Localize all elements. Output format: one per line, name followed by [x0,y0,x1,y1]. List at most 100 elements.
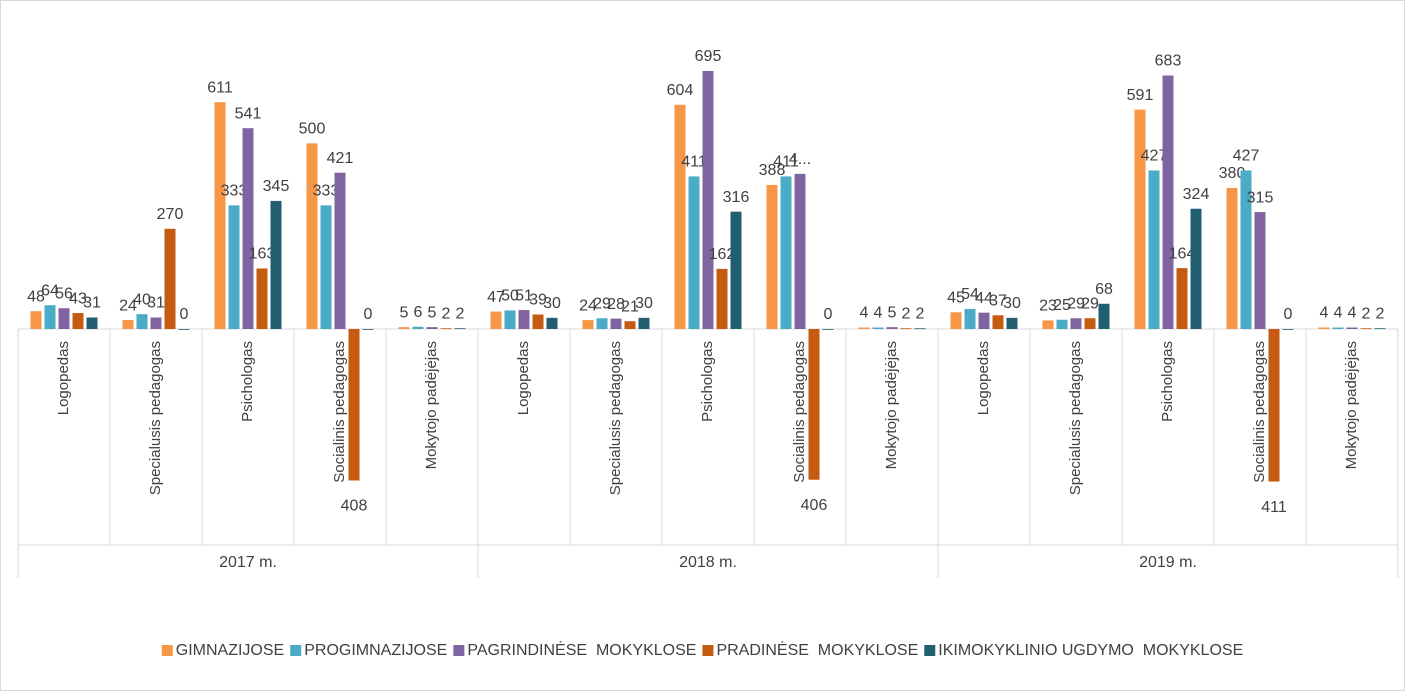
data-label: 380 [1219,165,1246,182]
data-label: 411 [1261,499,1287,516]
bar [214,102,226,329]
data-label: 270 [157,206,184,223]
bar [1176,268,1188,329]
bar [1240,170,1252,329]
bar [1282,329,1294,330]
data-label: 0 [824,306,833,323]
data-label: 23 [1039,298,1057,315]
bar [702,71,714,329]
data-label: 24 [119,297,137,314]
bar [1134,109,1146,329]
data-label: 54 [961,286,979,303]
bar [86,317,98,329]
bar [178,329,190,330]
x-tick-label: Socialinis pedagogas [1251,341,1268,483]
data-label: 64 [41,282,59,299]
bar [546,317,558,329]
bar [1006,317,1018,329]
bar [1070,318,1082,329]
bar [794,173,806,329]
legend-swatch [702,645,714,656]
data-label: 31 [83,295,101,312]
data-label: 68 [1095,281,1113,298]
x-tick-label: Specialusis pedagogas [1067,341,1084,495]
data-label: 2 [442,305,451,322]
bar [716,268,728,329]
x-tick-label: Logopedas [975,341,992,415]
bar [398,327,410,329]
bar [122,320,134,329]
bar [1162,75,1174,329]
group-label: 2017 m. [219,554,277,571]
data-label: 24 [579,297,597,314]
data-label: 2 [916,305,925,322]
data-label: 427 [1233,148,1260,165]
legend-label: IKIMOKYKLINIO UGDYMO MOKYKLOSE [938,642,1243,659]
data-label: 411 [681,154,707,171]
x-tick-label: Socialinis pedagogas [791,341,808,483]
legend-label: PRADINĖSE MOKYKLOSE [716,640,918,659]
bar [306,143,318,329]
data-label: 5 [888,304,897,321]
data-label: 333 [221,183,248,200]
data-label: 500 [299,121,326,138]
data-label: 5 [400,304,409,321]
data-label: 164 [1169,245,1196,262]
bar [582,320,594,329]
bar [320,205,332,329]
data-label: 421 [327,150,354,167]
data-label: 0 [364,306,373,323]
bar [886,327,898,329]
data-label: 408 [341,498,368,515]
bar [900,328,912,330]
bar [1268,329,1280,482]
bar [454,328,466,330]
data-label: 30 [1003,295,1021,312]
bar [362,329,374,330]
legend-swatch [924,645,936,656]
data-label: 0 [1284,306,1293,323]
bar [1226,187,1238,329]
bar [1098,303,1110,329]
data-label: 324 [1183,186,1210,203]
data-label: 21 [621,298,639,315]
x-tick-label: Mokytojo padėjėjas [1343,341,1360,469]
data-label: 47 [487,289,505,306]
x-tick-label: Mokytojo padėjėjas [423,341,440,469]
data-label: 51 [515,287,533,304]
data-label: 39 [529,292,547,309]
bar [1190,208,1202,329]
bar [858,327,870,329]
legend-label: PROGIMNAZIJOSE [304,642,447,659]
data-label: 163 [249,246,276,263]
bar [808,329,820,480]
data-label: 333 [313,183,340,200]
bar [596,318,608,329]
bar [730,211,742,329]
x-tick-label: Psichologas [239,341,256,422]
bar [674,104,686,329]
data-label: 406 [801,497,828,514]
data-label: 2 [1362,305,1371,322]
data-label: 25 [1053,297,1071,314]
data-label: 4... [789,151,811,168]
data-label: 683 [1155,53,1182,70]
data-label: 29 [593,295,611,312]
bar [1084,318,1096,329]
bar [1254,212,1266,329]
data-label: 29 [1067,295,1085,312]
legend-swatch [453,645,465,656]
data-label: 427 [1141,148,1168,165]
bar [766,184,778,329]
x-tick-label: Mokytojo padėjėjas [883,341,900,469]
bar [72,313,84,329]
bar [164,228,176,329]
data-label: 162 [709,246,736,263]
data-label: 4 [1320,305,1329,322]
bar [136,314,148,329]
x-tick-label: Logopedas [515,341,532,415]
x-tick-label: Specialusis pedagogas [147,341,164,495]
bar [978,312,990,329]
bar [426,327,438,329]
bar [610,318,622,329]
